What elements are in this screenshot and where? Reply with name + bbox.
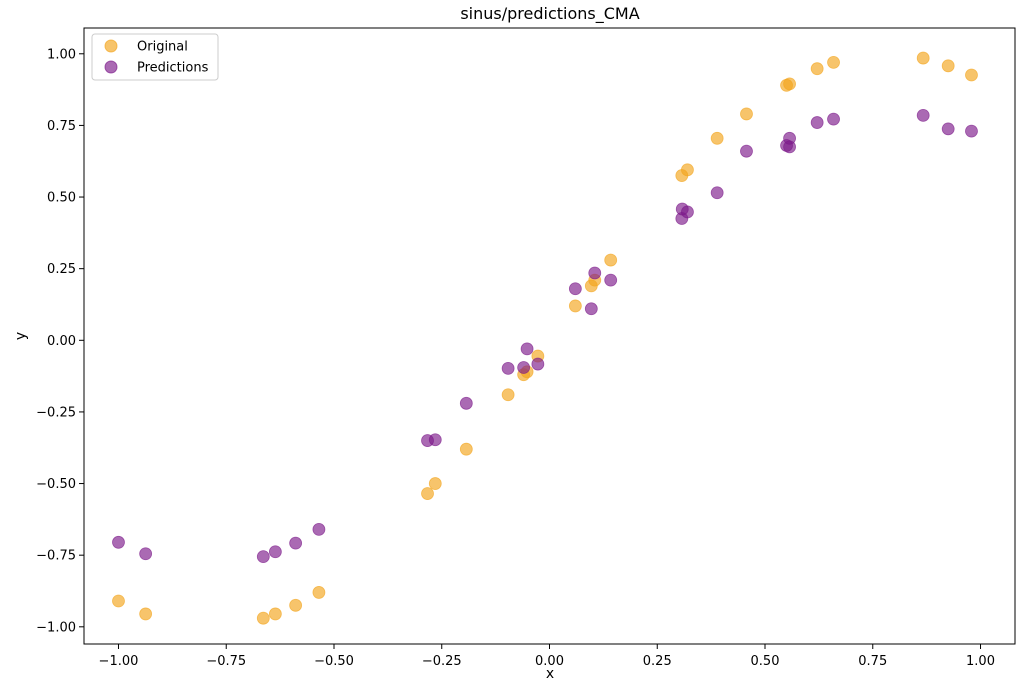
x-tick-label: −0.25: [422, 654, 462, 669]
legend: Original Predictions: [91, 33, 219, 81]
data-point: [810, 116, 824, 129]
x-tick-label: −0.50: [314, 654, 354, 669]
data-point: [139, 607, 153, 621]
data-point: [965, 124, 978, 138]
data-point: [783, 140, 796, 154]
data-point: [568, 299, 582, 313]
y-tick-label: −0.50: [36, 477, 76, 492]
legend-label-predictions: Predictions: [137, 61, 209, 76]
y-tick-label: −0.25: [36, 405, 76, 420]
data-point: [268, 545, 282, 559]
data-point: [710, 131, 724, 145]
data-point: [681, 205, 694, 219]
x-tick-label: −1.00: [99, 654, 139, 669]
x-tick-label: 0.00: [535, 654, 564, 669]
y-tick-label: 0.25: [47, 262, 76, 277]
data-point: [584, 302, 598, 316]
data-point: [588, 266, 602, 280]
data-point: [421, 487, 434, 500]
x-tick-label: 0.50: [751, 654, 780, 669]
x-tick-label: −0.75: [206, 654, 246, 669]
data-point: [501, 388, 515, 402]
data-point: [501, 361, 515, 375]
legend-marker-original: [104, 39, 118, 53]
data-point: [916, 108, 930, 122]
data-point: [740, 144, 753, 158]
data-point: [268, 607, 282, 621]
legend-box: [91, 33, 219, 81]
chart-title: sinus/predictions_CMA: [460, 4, 639, 24]
x-tick-label: 0.25: [643, 654, 672, 669]
data-point: [289, 598, 303, 612]
y-tick-label: −1.00: [36, 620, 76, 635]
plot-area: [84, 28, 1015, 644]
data-point: [941, 59, 955, 73]
x-tick-label: 0.75: [858, 654, 887, 669]
y-axis-label: y: [13, 332, 29, 340]
legend-label-original: Original: [137, 40, 188, 55]
data-point: [916, 51, 930, 65]
data-point: [941, 122, 955, 136]
legend-marker-predictions: [104, 60, 118, 74]
data-point: [428, 477, 442, 490]
data-point: [710, 186, 724, 200]
x-tick-label: 1.00: [966, 654, 995, 669]
data-point: [256, 550, 270, 564]
y-tick-label: 0.75: [47, 119, 76, 134]
data-point: [428, 433, 442, 447]
data-point: [312, 586, 326, 599]
y-tick-label: 0.50: [47, 191, 76, 206]
data-point: [604, 273, 618, 287]
data-point: [740, 107, 753, 121]
data-point: [810, 62, 824, 76]
data-point: [531, 357, 545, 371]
data-point: [459, 396, 473, 410]
data-point: [827, 55, 840, 69]
data-point: [112, 535, 125, 549]
data-point: [827, 112, 840, 126]
data-point: [112, 594, 125, 608]
data-point: [459, 442, 473, 456]
x-axis: −1.00 −0.75 −0.50 −0.25 0.00 0.25 0.50 0.75 1.00: [99, 644, 995, 669]
x-axis-label: x: [546, 666, 554, 678]
data-point: [139, 547, 153, 561]
y-tick-label: 0.00: [47, 334, 76, 349]
data-point: [783, 77, 796, 91]
data-point: [520, 342, 534, 356]
data-point: [312, 523, 326, 536]
y-axis: −1.00 −0.75 −0.50 −0.25 0.00 0.25 0.50 0.75 1.00: [36, 47, 84, 635]
data-point: [256, 611, 270, 625]
data-point: [289, 536, 303, 550]
y-tick-label: 1.00: [47, 47, 76, 62]
data-point: [568, 282, 582, 296]
data-point: [604, 253, 618, 267]
data-point: [517, 361, 531, 374]
data-point: [681, 163, 694, 177]
data-point: [965, 68, 978, 82]
y-tick-label: −0.75: [36, 549, 76, 564]
series-predictions: [112, 108, 978, 564]
points-layer: [112, 51, 978, 625]
